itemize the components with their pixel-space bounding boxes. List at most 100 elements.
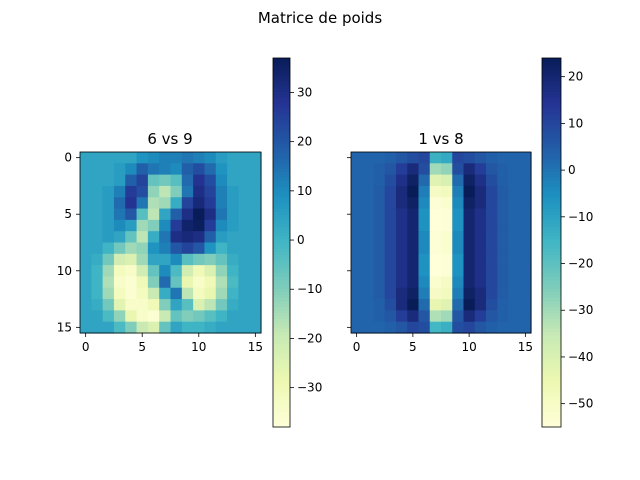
colorbar-segment	[273, 371, 290, 376]
heatmap-cell	[441, 231, 453, 244]
colorbar-segment	[273, 131, 290, 136]
heatmap-cell	[249, 299, 262, 311]
heatmap-cell	[227, 152, 239, 164]
heatmap-cell	[452, 174, 465, 187]
heatmap-cell	[373, 299, 386, 311]
heatmap-cell	[181, 242, 194, 255]
heatmap-cell	[102, 287, 115, 300]
heatmap-cell	[474, 299, 487, 311]
heatmap-cell	[227, 310, 239, 323]
colorbar-segment	[542, 365, 561, 370]
colorbar-segment	[273, 82, 290, 87]
heatmap-cell	[193, 163, 206, 176]
colorbar-segment	[273, 408, 290, 413]
heatmap-cell	[396, 276, 408, 289]
heatmap-cell	[508, 287, 521, 300]
heatmap-cell	[147, 152, 160, 164]
heatmap-cell	[497, 197, 510, 210]
heatmap-cell	[407, 219, 420, 232]
heatmap-cell	[227, 276, 239, 289]
heatmap-cell	[362, 253, 375, 266]
colorbar-segment	[273, 165, 290, 170]
colorbar-segment	[542, 156, 561, 160]
heatmap-cell	[249, 321, 262, 334]
heatmap-cell	[227, 299, 239, 311]
heatmap-cell	[373, 208, 386, 221]
colorbar-segment	[273, 402, 290, 406]
colorbar-segment	[273, 273, 290, 277]
heatmap-cell	[407, 287, 420, 300]
heatmap-cell	[452, 163, 465, 176]
heatmap-cell	[113, 310, 126, 323]
heatmap-cell	[463, 208, 476, 221]
heatmap-cell	[508, 321, 521, 334]
colorbar-segment	[273, 325, 290, 330]
heatmap-cell	[80, 299, 92, 311]
heatmap-cell	[486, 310, 498, 323]
heatmap-cell	[204, 253, 217, 266]
colorbar-tick-label: −20	[568, 257, 593, 271]
heatmap-cell	[91, 253, 104, 266]
heatmap-cell	[373, 265, 386, 278]
colorbar-segment	[542, 393, 561, 397]
colorbar-segment	[273, 291, 290, 296]
colorbar-segment	[273, 350, 290, 354]
heatmap-cell	[125, 310, 138, 323]
colorbar-segment	[273, 61, 290, 65]
heatmap-cell	[91, 208, 104, 221]
heatmap-cell	[474, 152, 487, 164]
heatmap-cell	[474, 174, 487, 187]
heatmap-cell	[170, 185, 183, 198]
heatmap-cell	[497, 185, 510, 198]
colorbar-segment	[273, 119, 290, 124]
heatmap-cell	[204, 299, 217, 311]
colorbar-segment	[273, 144, 290, 148]
heatmap-cell	[474, 163, 487, 176]
colorbar-segment	[542, 264, 561, 268]
heatmap-cell	[362, 310, 375, 323]
colorbar-segment	[273, 310, 290, 314]
heatmap-cell	[227, 219, 239, 232]
heatmap-cell	[418, 174, 431, 187]
colorbar-segment	[542, 423, 561, 428]
heatmap-cell	[193, 219, 206, 232]
heatmap-cell	[125, 152, 138, 164]
heatmap-cell	[125, 276, 138, 289]
colorbar-segment	[542, 174, 561, 179]
colorbar-segment	[273, 156, 290, 160]
heatmap-cell	[113, 185, 126, 198]
colorbar-segment	[273, 224, 290, 228]
heatmap-cell	[238, 197, 251, 210]
heatmap-cell	[181, 163, 194, 176]
colorbar-segment	[273, 405, 290, 410]
heatmap-cell	[136, 231, 149, 244]
heatmap-cell	[429, 265, 442, 278]
colorbar-segment	[542, 300, 561, 305]
heatmap-cell	[238, 242, 251, 255]
heatmap-cell	[429, 276, 442, 289]
colorbar-segment	[542, 377, 561, 382]
colorbar-segment	[542, 214, 561, 219]
colorbar-segment	[273, 340, 290, 345]
heatmap-cell	[102, 185, 115, 198]
heatmap-cell	[519, 276, 532, 289]
colorbar-tick-label: −10	[568, 210, 593, 224]
heatmap-cell	[204, 242, 217, 255]
heatmap-cell	[441, 265, 453, 278]
heatmap-cell	[441, 321, 453, 334]
heatmap-cell	[463, 219, 476, 232]
heatmap-cell	[170, 299, 183, 311]
colorbar-segment	[273, 190, 290, 194]
figure-title: Matrice de poids	[258, 9, 382, 27]
heatmap-cell	[193, 242, 206, 255]
heatmap-cell	[384, 152, 397, 164]
heatmap-cell	[508, 299, 521, 311]
heatmap-cell	[418, 231, 431, 244]
colorbar-segment	[273, 319, 290, 323]
heatmap-cell	[193, 174, 206, 187]
x-tick-label: 0	[82, 340, 90, 354]
heatmap-cell	[159, 287, 172, 300]
x-tick-label: 5	[138, 340, 146, 354]
heatmap-cell	[519, 163, 532, 176]
heatmap-cell	[238, 185, 251, 198]
